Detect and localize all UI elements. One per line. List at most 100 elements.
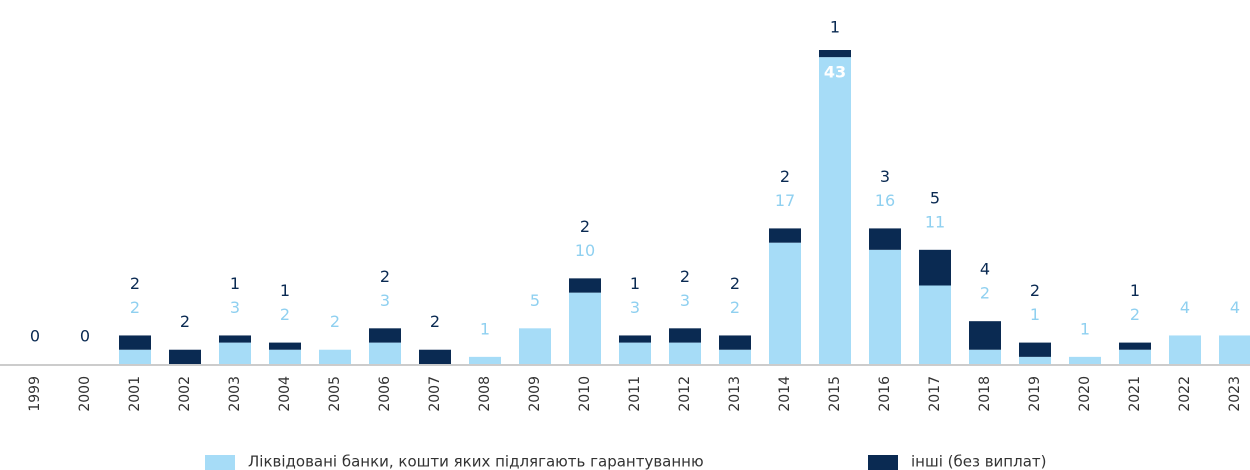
data-label: 2 [330,312,340,331]
bar-segment [719,335,751,350]
x-tick-label: 2015 [827,376,843,412]
bar-segment [219,342,251,364]
data-label: 5 [530,291,540,310]
bar-segment [669,328,701,343]
bar-segment [869,249,901,364]
data-label: 0 [80,327,90,346]
data-label: 1 [830,18,840,37]
bar-segment [319,349,351,364]
data-label: 2 [1130,305,1140,324]
data-label: 17 [775,191,795,210]
x-tick-label: 2013 [727,376,743,412]
data-label: 0 [30,327,40,346]
data-label: 2 [130,274,140,293]
bar-segment [569,278,601,293]
bar-segment [1169,335,1201,364]
bar-segment [169,349,201,364]
bar-segment [819,57,851,365]
data-label: 1 [1030,305,1040,324]
bar-segment [869,228,901,250]
x-tick-label: 2004 [277,376,293,412]
x-tick-label: 2002 [177,376,193,412]
legend-label: Ліквідовані банки, кошти яких підлягають… [248,453,704,470]
data-label: 2 [730,274,740,293]
data-label: 4 [1230,298,1240,317]
bar-segment [119,335,151,350]
bar-segment [669,342,701,364]
bar-segment [269,349,301,364]
x-tick-label: 2006 [377,376,393,412]
x-tick-label: 2016 [877,376,893,412]
x-tick-label: 2005 [327,376,343,412]
bar-segment [1019,356,1051,364]
bar-segment [469,356,501,364]
x-tick-label: 2023 [1227,376,1243,412]
bar-segment [269,342,301,350]
data-label: 1 [630,274,640,293]
data-label: 16 [875,191,895,210]
data-label: 1 [280,281,290,300]
x-tick-label: 2010 [577,376,593,412]
data-label: 2 [580,217,590,236]
data-label: 3 [680,291,690,310]
x-tick-label: 2009 [527,376,543,412]
bar-segment [569,292,601,364]
bar-segment [819,50,851,58]
x-tick-label: 2000 [77,376,93,412]
bar-segment [1019,342,1051,357]
bar-segment [619,342,651,364]
data-label: 11 [925,212,945,231]
legend-swatch [868,455,898,470]
data-label: 1 [480,319,490,338]
bar-segment [1069,356,1101,364]
x-tick-label: 2012 [677,376,693,412]
bar-segment [419,349,451,364]
data-label: 1 [230,274,240,293]
data-label: 2 [980,284,990,303]
x-tick-label: 2011 [627,376,643,412]
data-label: 4 [980,260,990,279]
x-tick-label: 2007 [427,376,443,412]
bar-segment [769,242,801,364]
bar-segment [1119,349,1151,364]
x-tick-label: 1999 [27,376,43,412]
x-tick-label: 2014 [777,376,793,412]
bar-segment [619,335,651,343]
x-tick-label: 2001 [127,376,143,412]
legend-swatch [205,455,235,470]
data-label: 5 [930,188,940,207]
data-label: 3 [380,291,390,310]
bar-segment [219,335,251,343]
x-tick-label: 2008 [477,376,493,412]
data-label: 43 [824,63,846,82]
data-label: 2 [180,312,190,331]
bar-segment [919,249,951,286]
x-tick-label: 2021 [1127,376,1143,412]
data-label: 1 [1080,319,1090,338]
x-tick-label: 2003 [227,376,243,412]
x-tick-label: 2020 [1077,376,1093,412]
data-label: 10 [575,241,595,260]
bar-segment [519,328,551,364]
data-label: 1 [1130,281,1140,300]
data-label: 2 [280,305,290,324]
data-label: 2 [130,298,140,317]
x-tick-label: 2019 [1027,376,1043,412]
bar-segment [369,328,401,343]
bar-segment [769,228,801,243]
bar-segment [119,349,151,364]
data-label: 2 [1030,281,1040,300]
bar-segment [1219,335,1250,364]
data-label: 2 [730,298,740,317]
data-label: 2 [780,167,790,186]
data-label: 3 [630,298,640,317]
x-tick-label: 2022 [1177,376,1193,412]
data-label: 3 [230,298,240,317]
data-label: 2 [430,312,440,331]
bar-segment [1119,342,1151,350]
data-label: 3 [880,167,890,186]
data-label: 2 [380,267,390,286]
bar-segment [969,349,1001,364]
bar-segment [919,285,951,364]
